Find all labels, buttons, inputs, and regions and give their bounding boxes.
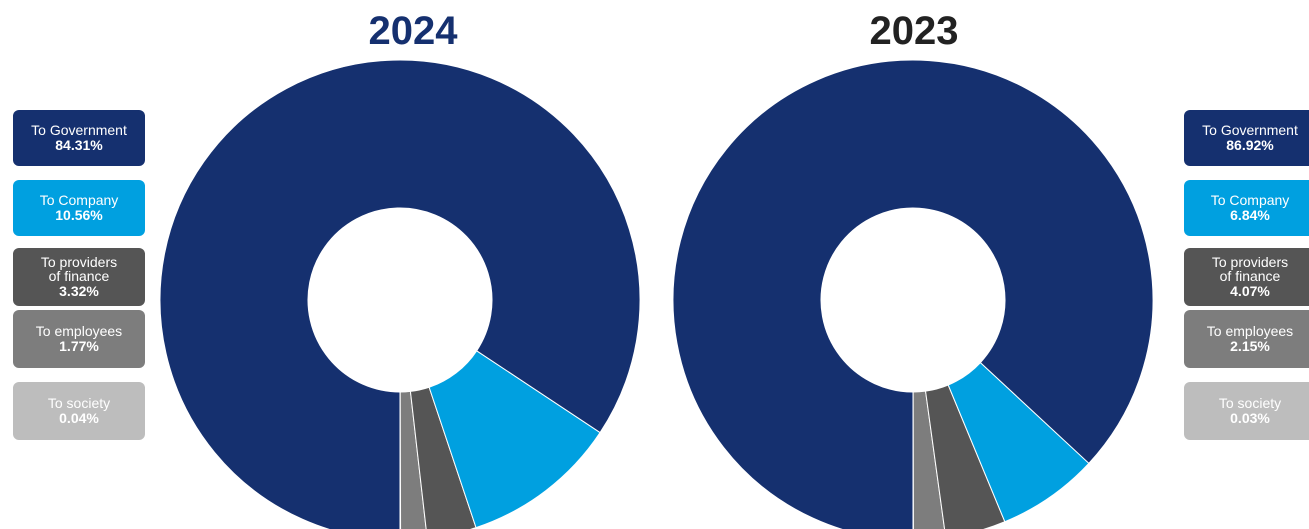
legend-label: To Government (1202, 122, 1298, 138)
legend-label: To Company (39, 192, 119, 208)
legend-item-2024-0: To Government 84.31% (13, 110, 145, 166)
legend-value: 4.07% (1230, 283, 1270, 299)
chart-title-2023: 2023 (869, 9, 959, 53)
legend-value: 86.92% (1226, 137, 1274, 153)
chart-title-2024: 2024 (368, 9, 458, 53)
legend-value: 84.31% (55, 137, 103, 153)
legend-label: To employees (1206, 323, 1294, 339)
legend-value: 10.56% (55, 207, 103, 223)
legend-value: 0.03% (1230, 410, 1270, 426)
legend-item-2024-4: To society 0.04% (13, 382, 145, 440)
legend-item-2024-1: To Company 10.56% (13, 180, 145, 236)
legend-value: 2.15% (1230, 338, 1270, 354)
donut-slice-2023-0 (672, 59, 1154, 529)
donut-slice-2024-1 (428, 350, 601, 529)
legend-value: 6.84% (1230, 207, 1270, 223)
legend-item-2023-2: To providers of finance 4.07% (1184, 248, 1309, 306)
legend-label: To society (1218, 395, 1282, 411)
legend-item-2023-4: To society 0.03% (1184, 382, 1309, 440)
legend-item-2023-0: To Government 86.92% (1184, 110, 1309, 166)
legend-label: To Government (31, 122, 127, 138)
donut-slice-2024-0 (159, 59, 641, 529)
legend-label: To Company (1210, 192, 1290, 208)
legend-label: To employees (35, 323, 123, 339)
legend-label: To providers of finance (40, 254, 118, 284)
legend-value: 3.32% (59, 283, 99, 299)
legend-item-2023-3: To employees 2.15% (1184, 310, 1309, 368)
legend-item-2023-1: To Company 6.84% (1184, 180, 1309, 236)
legend-item-2024-3: To employees 1.77% (13, 310, 145, 368)
legend-label: To providers of finance (1211, 254, 1289, 284)
legend-item-2024-2: To providers of finance 3.32% (13, 248, 145, 306)
legend-value: 1.77% (59, 338, 99, 354)
legend-label: To society (47, 395, 111, 411)
legend-value: 0.04% (59, 410, 99, 426)
